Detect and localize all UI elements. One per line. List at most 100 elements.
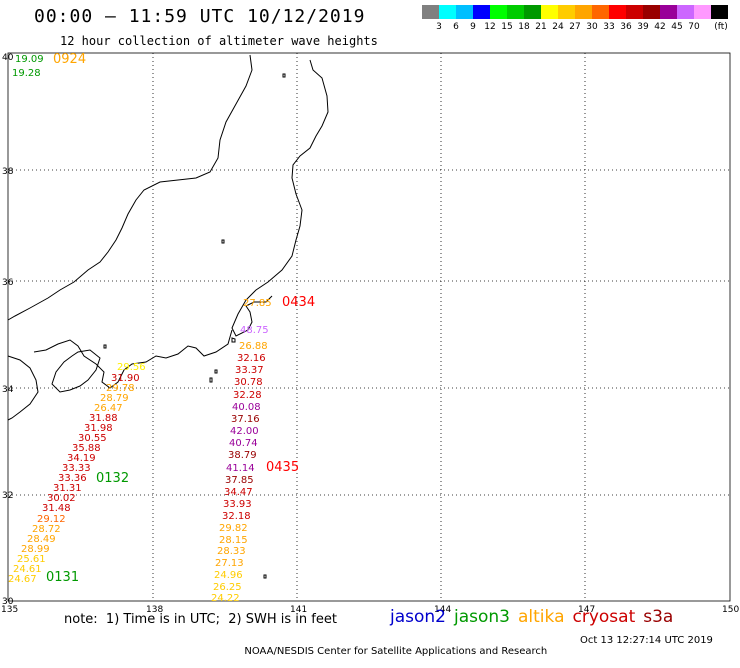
wave-height-value: 27.85: [243, 298, 272, 309]
wave-height-value: 26.88: [239, 341, 268, 352]
colorbar-swatch: [558, 5, 575, 19]
coastline-honshu-west: [7, 54, 253, 321]
wave-height-value: 42.00: [230, 426, 259, 437]
colorbar-label: 36: [620, 22, 632, 32]
observation-labels: 19.09 19.28 29.5631.9029.7828.7926.4731.88…: [8, 54, 272, 604]
colorbar-swatch: [422, 5, 439, 19]
colorbar-swatch: [711, 5, 728, 19]
island-small-1: [209, 377, 213, 383]
colorbar-swatch: [677, 5, 694, 19]
wave-height-value: 30.02: [47, 493, 76, 504]
wave-height-value: 37.85: [225, 475, 254, 486]
wave-height-value: 28.99: [21, 544, 50, 555]
wave-height-value: 38.79: [228, 450, 257, 461]
wave-height-value: 32.28: [233, 390, 262, 401]
legend-entry-jason2: jason2: [390, 607, 446, 627]
wave-height-value: 25.61: [17, 554, 46, 565]
wave-height-value: 24.22: [211, 593, 240, 604]
island-small-6: [103, 344, 107, 349]
colorbar-swatch: [643, 5, 660, 19]
wave-height-value: 24.96: [214, 570, 243, 581]
wave-height-value: 31.48: [42, 503, 71, 514]
colorbar-label: 24: [552, 22, 564, 32]
wave-height-value: 37.16: [231, 414, 260, 425]
colorbar-swatch: [439, 5, 456, 19]
wave-height-value: 31.90: [111, 373, 140, 384]
wave-height-value: 33.93: [223, 499, 252, 510]
pass-time-label: 0132: [96, 471, 129, 486]
wave-height-value: 31.98: [84, 423, 113, 434]
colorbar-label: 21: [535, 22, 547, 32]
colorbar-label: 33: [603, 22, 615, 32]
wave-height-value: 34.19: [67, 453, 96, 464]
colorbar-label: 70: [688, 22, 700, 32]
colorbar-swatch: [456, 5, 473, 19]
colorbar-swatch: [609, 5, 626, 19]
colorbar-swatch: [473, 5, 490, 19]
legend-entry-altika: altika: [518, 607, 565, 627]
pass-time-label: 0131: [46, 570, 79, 585]
wave-height-value: 30.78: [234, 377, 263, 388]
credit-text: NOAA/NESDIS Center for Satellite Applica…: [244, 646, 548, 657]
pass-time-label: 0434: [282, 295, 315, 310]
colorbar-label: 3: [436, 22, 442, 32]
colorbar-label: 12: [484, 22, 496, 32]
longitude-tick-label: 150: [722, 605, 739, 615]
satellite-legend: jason2 jason3 altika cryosat s3a: [390, 607, 681, 627]
wave-height-value: 31.88: [89, 413, 118, 424]
legend-entry-cryosat: cryosat: [572, 607, 636, 627]
generated-timestamp: Oct 13 12:27:14 UTC 2019: [580, 635, 713, 646]
wave-height-value: 32.16: [237, 353, 266, 364]
legend-entry-s3a: s3a: [643, 607, 674, 627]
longitude-tick-label: 141: [290, 605, 307, 615]
colorbar-swatch: [507, 5, 524, 19]
colorbar-label: 45: [671, 22, 683, 32]
colorbar-label: 39: [637, 22, 649, 32]
wave-height-value: 29.56: [117, 362, 146, 373]
coastline-honshu-east: [231, 59, 329, 337]
wave-height-value: 27.13: [215, 558, 244, 569]
coastline-kyushu: [7, 355, 39, 421]
wave-height-value: 26.47: [94, 403, 123, 414]
wave-height-value: 33.37: [235, 365, 264, 376]
colorbar-unit: (ft): [714, 22, 728, 32]
colorbar-label: 42: [654, 22, 666, 32]
time-labels: 0924 0434 0435 0132 0131: [46, 52, 315, 585]
legend-entry-jason3: jason3: [454, 607, 510, 627]
wave-height-value: 28.72: [32, 524, 61, 535]
latitude-tick-label: 34: [2, 385, 14, 395]
wave-height-value: 19.28: [12, 68, 41, 79]
wave-height-value: 29.12: [37, 514, 66, 525]
colorbar-swatch: [694, 5, 711, 19]
wave-height-value: 28.33: [217, 546, 246, 557]
colorbar-swatch: [490, 5, 507, 19]
wave-height-value: 24.67: [8, 574, 37, 585]
latitude-tick-label: 32: [2, 491, 13, 501]
wave-height-value: 40.74: [229, 438, 258, 449]
map-note: note: 1) Time is in UTC; 2) SWH is in fe…: [64, 612, 337, 627]
colorbar-swatch: [524, 5, 541, 19]
colorbar-label: 15: [501, 22, 513, 32]
latitude-tick-label: 36: [2, 278, 14, 288]
wave-height-value: 19.09: [15, 54, 44, 65]
map-frame: [7, 52, 731, 602]
longitude-tick-label: 135: [1, 605, 18, 615]
wave-height-value: 41.14: [226, 463, 255, 474]
wave-height-value: 33.36: [58, 473, 87, 484]
wave-height-value: 28.49: [27, 534, 56, 545]
longitude-tick-label: 138: [146, 605, 163, 615]
colorbar-label: 9: [470, 22, 476, 32]
wave-height-value: 29.82: [219, 523, 248, 534]
wave-height-value: 26.25: [213, 582, 242, 593]
wave-height-value: 35.88: [72, 443, 101, 454]
longitude-tick-label: 147: [578, 605, 595, 615]
map-title: 00:00 – 11:59 UTC 10/12/2019: [34, 6, 366, 27]
colorbar-label: 6: [453, 22, 459, 32]
colorbar-swatch: [660, 5, 677, 19]
wave-height-value: 34.47: [224, 487, 253, 498]
map-subtitle: 12 hour collection of altimeter wave hei…: [60, 34, 378, 48]
colorbar-label: 27: [569, 22, 581, 32]
island-small-4: [282, 73, 286, 78]
latitude-tick-label: 30: [2, 597, 14, 607]
